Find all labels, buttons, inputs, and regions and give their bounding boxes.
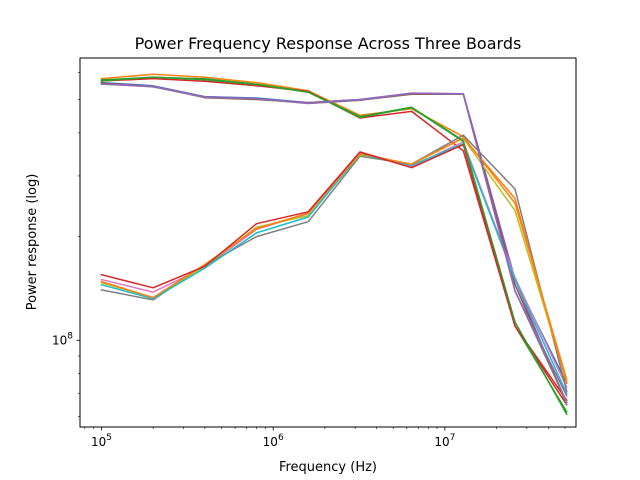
series-line-2 [100, 73, 568, 381]
plot-frame [79, 57, 577, 428]
x-tick-label: 105 [91, 433, 112, 449]
x-axis-title: Frequency (Hz) [279, 460, 377, 475]
x-tick-label: 107 [434, 433, 455, 449]
y-axis-title: Power response (log) [25, 174, 40, 311]
series-line-15 [100, 83, 568, 397]
x-tick-label: 106 [263, 433, 284, 449]
y-tick-label: 108 [52, 331, 73, 347]
chart-title: Power Frequency Response Across Three Bo… [135, 34, 522, 53]
series-line-11 [100, 137, 568, 385]
y-axis-ticks: 108 [52, 71, 80, 417]
x-axis-ticks: 105 106 107 [84, 427, 566, 449]
series-line-12 [100, 143, 568, 402]
series-layer [100, 73, 568, 416]
series-line-13 [100, 76, 568, 416]
series-line-10 [100, 143, 568, 395]
